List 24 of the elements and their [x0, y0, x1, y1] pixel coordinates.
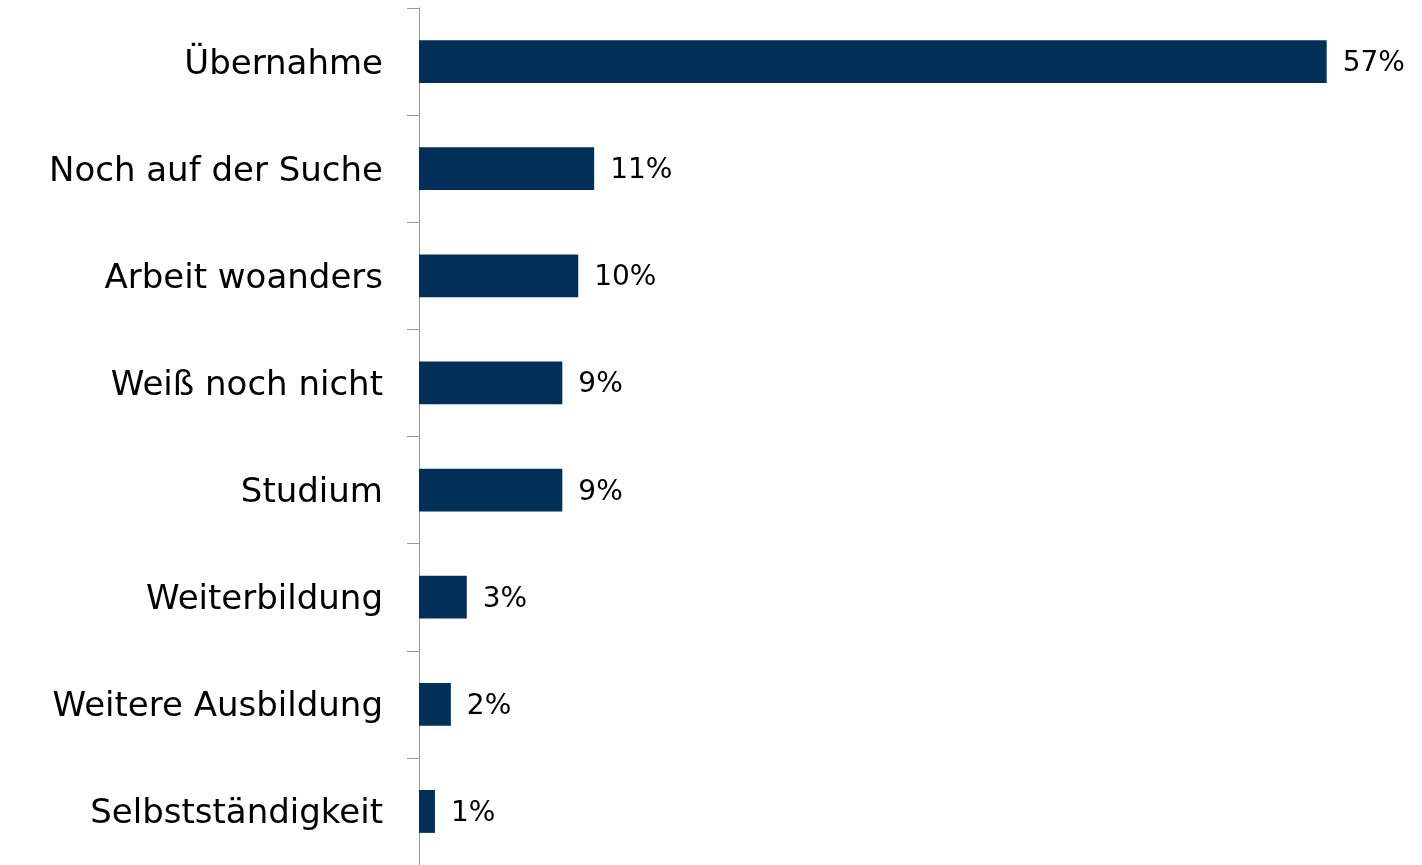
bar — [419, 575, 467, 619]
y-tick-label: Noch auf der Suche — [48, 148, 383, 189]
y-tick-label: Selbstständigkeit — [90, 791, 383, 832]
data-label: 11% — [610, 152, 673, 186]
bar — [419, 361, 563, 405]
y-tick-label: Weiß noch nicht — [110, 362, 383, 403]
data-label: 9% — [578, 366, 623, 400]
data-label: 10% — [594, 259, 657, 293]
bar — [419, 468, 563, 512]
data-label: 2% — [466, 687, 512, 721]
bar — [419, 790, 435, 833]
y-tick-label: Übernahme — [184, 41, 383, 82]
bar — [419, 40, 1327, 83]
y-tick-label: Arbeit woanders — [104, 255, 383, 296]
data-label: 9% — [578, 473, 623, 507]
bar — [419, 682, 451, 726]
bar — [419, 147, 595, 191]
y-tick-label: Weitere Ausbildung — [52, 684, 383, 725]
bar — [419, 254, 579, 298]
data-label: 3% — [482, 580, 528, 614]
data-label: 57% — [1342, 45, 1405, 79]
y-tick-label: Studium — [240, 470, 383, 511]
y-tick-label: Weiterbildung — [146, 577, 383, 618]
data-label: 1% — [450, 794, 496, 828]
